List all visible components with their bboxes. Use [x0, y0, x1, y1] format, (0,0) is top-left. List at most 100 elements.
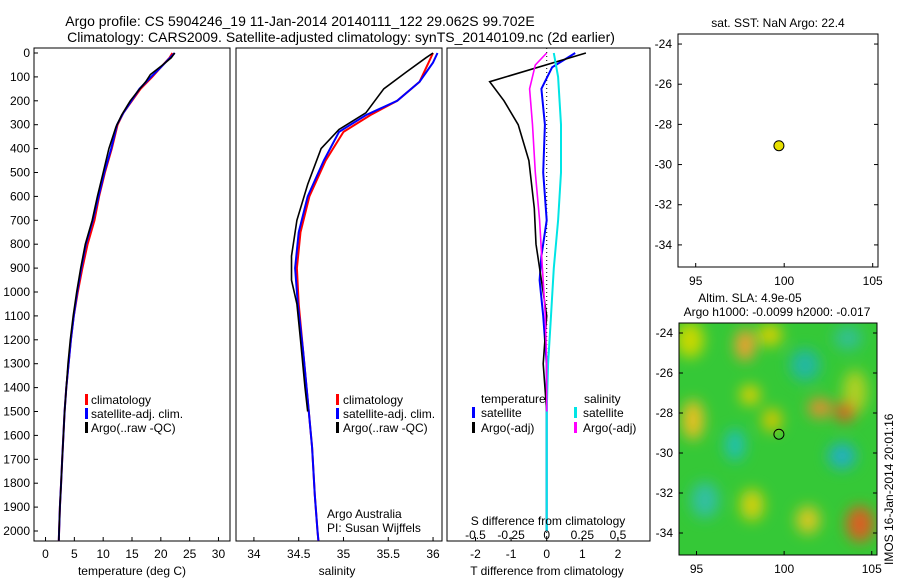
- temperature-legend: climatology satellite-adj. clim. Argo(..…: [85, 393, 183, 435]
- sla-blob: [790, 349, 820, 381]
- salinity-lines: [290, 52, 439, 541]
- depth-tick-label: 1500: [3, 405, 30, 419]
- s-difference-axis: -0.5 -0.25 0 0.25 0.5: [465, 528, 626, 542]
- depth-tick-label: 0: [23, 46, 30, 60]
- sla-heatmap: [679, 323, 877, 555]
- lon-tick-label: 105: [863, 274, 883, 288]
- legend-swatch-s-argo: [574, 422, 577, 433]
- temperature-axes-frame: [33, 47, 231, 542]
- x-tick-label: 0: [42, 547, 49, 561]
- credit-line-2: PI: Susan Wijffels: [327, 521, 421, 535]
- difference-lines: [488, 48, 587, 541]
- credit-line-1: Argo Australia: [327, 507, 402, 521]
- legend-swatch-satellite: [85, 408, 88, 419]
- legend-swatch-satellite: [336, 408, 339, 419]
- title-line-2: Climatology: CARS2009. Satellite-adjuste…: [67, 29, 615, 45]
- salinity-x-axis: 34 34.5 35 35.5 36: [247, 537, 440, 561]
- lat-tick-label: -32: [656, 486, 674, 500]
- series-line-climatology: [295, 52, 434, 541]
- x-tick-label: -1: [506, 547, 517, 561]
- series-line-argo-raw-qc-: [58, 52, 176, 541]
- series-line-argo-raw-qc-: [290, 52, 434, 412]
- x-tick-label: 10: [96, 547, 110, 561]
- sla-anomaly-blobs: [679, 323, 874, 542]
- sla-blob: [828, 443, 856, 469]
- lat-tick-label: -32: [655, 198, 673, 212]
- depth-tick-label: 200: [10, 94, 30, 108]
- salinity-panel: 34 34.5 35 35.5 36 salinity climatology sate…: [235, 47, 443, 578]
- x-tick-label: 0: [543, 547, 550, 561]
- depth-tick-label: 1600: [3, 428, 30, 442]
- lat-tick-label: -26: [655, 77, 673, 91]
- depth-tick-label: 1300: [3, 357, 30, 371]
- sla-blob: [682, 400, 704, 440]
- title-line-1: Argo profile: CS 5904246_19 11-Jan-2014 …: [65, 13, 534, 29]
- s-tick-label: -0.25: [497, 528, 525, 542]
- lon-tick-label: 95: [690, 562, 704, 576]
- lon-tick-label: 105: [862, 562, 882, 576]
- depth-axis: 0 100 200 300 400 500 600 700 800 900 1000 1100 1200…: [3, 46, 38, 538]
- depth-tick-label: 1100: [4, 309, 30, 323]
- sla-map-axes: -24 -26 -28 -30 -32 -34 95 100 105: [656, 326, 882, 576]
- lat-tick-label: -34: [655, 238, 673, 252]
- x-tick-label: 20: [154, 547, 168, 561]
- x-tick-label: 1: [579, 547, 586, 561]
- sla-blob: [740, 489, 764, 521]
- x-tick-label: 2: [615, 547, 622, 561]
- sla-blob: [691, 482, 719, 518]
- legend-label-satellite: satellite-adj. clim.: [91, 407, 183, 421]
- legend-label-argo: Argo(..raw -QC): [343, 421, 428, 435]
- sla-blob: [796, 506, 820, 534]
- legend-label-satellite: satellite-adj. clim.: [343, 407, 435, 421]
- series-line-temperature-argo-adj-: [488, 52, 587, 531]
- sla-blob: [808, 398, 832, 418]
- sla-map-title-1: Altim. SLA: 4.9e-05: [698, 291, 802, 305]
- depth-tick-label: 1700: [3, 452, 30, 466]
- legend-swatch-t-satellite: [472, 407, 475, 418]
- argo-float-marker: [773, 140, 785, 152]
- sst-map-axes: -24 -26 -28 -30 -32 -34 95 100 105: [655, 37, 883, 288]
- imos-watermark: IMOS 16-Jan-2014 20:01:16: [882, 413, 896, 565]
- argo-float-marker: [773, 428, 785, 440]
- depth-tick-label: 700: [10, 213, 30, 227]
- sla-map-frame: [678, 322, 878, 556]
- series-line-temperature-satellite: [538, 52, 576, 531]
- x-tick-label: 36: [426, 547, 440, 561]
- difference-panel: -2 -1 0 1 2 -0.5 -0.25 0 0.25 0.5 S difference f…: [446, 47, 651, 578]
- s-tick-label: -0.5: [465, 528, 486, 542]
- depth-tick-label: 1400: [3, 381, 30, 395]
- sla-blob: [735, 329, 755, 361]
- lon-tick-label: 100: [774, 562, 794, 576]
- difference-axes-frame: [446, 47, 651, 542]
- temperature-lines: [57, 52, 176, 541]
- legend-label-t-argo: Argo(-adj): [481, 421, 534, 435]
- depth-tick-label: 1800: [3, 476, 30, 490]
- depth-tick-label: 800: [10, 237, 30, 251]
- legend-head-salinity: salinity: [584, 392, 621, 406]
- x-tick-label: 5: [71, 547, 78, 561]
- sla-map-panel: Altim. SLA: 4.9e-05 Argo h1000: -0.0099 …: [656, 291, 896, 576]
- sst-map-title: sat. SST: NaN Argo: 22.4: [711, 16, 845, 30]
- legend-head-temperature: temperature: [481, 392, 546, 406]
- x-tick-label: -2: [470, 547, 481, 561]
- lat-tick-label: -24: [655, 37, 673, 51]
- depth-tick-label: 300: [10, 118, 30, 132]
- salinity-legend: climatology satellite-adj. clim. Argo(..…: [336, 393, 435, 435]
- salinity-axes-frame: [235, 47, 443, 542]
- sla-blob: [846, 506, 874, 542]
- s-tick-label: 0.5: [610, 528, 627, 542]
- sla-blob: [740, 385, 760, 405]
- sla-blob: [762, 408, 782, 432]
- x-tick-label: 15: [125, 547, 139, 561]
- series-line-salinity-satellite: [545, 52, 562, 531]
- lat-tick-label: -30: [655, 158, 673, 172]
- sla-blob: [679, 323, 704, 358]
- lon-tick-label: 95: [689, 274, 703, 288]
- temperature-x-axis: 0 5 10 15 20 25 30: [42, 537, 225, 561]
- legend-label-argo: Argo(..raw -QC): [91, 421, 176, 435]
- x-tick-label: 35.5: [377, 547, 401, 561]
- lat-tick-label: -24: [656, 326, 674, 340]
- sla-blob: [835, 402, 855, 422]
- series-line-salinity-argo-adj-: [528, 52, 548, 412]
